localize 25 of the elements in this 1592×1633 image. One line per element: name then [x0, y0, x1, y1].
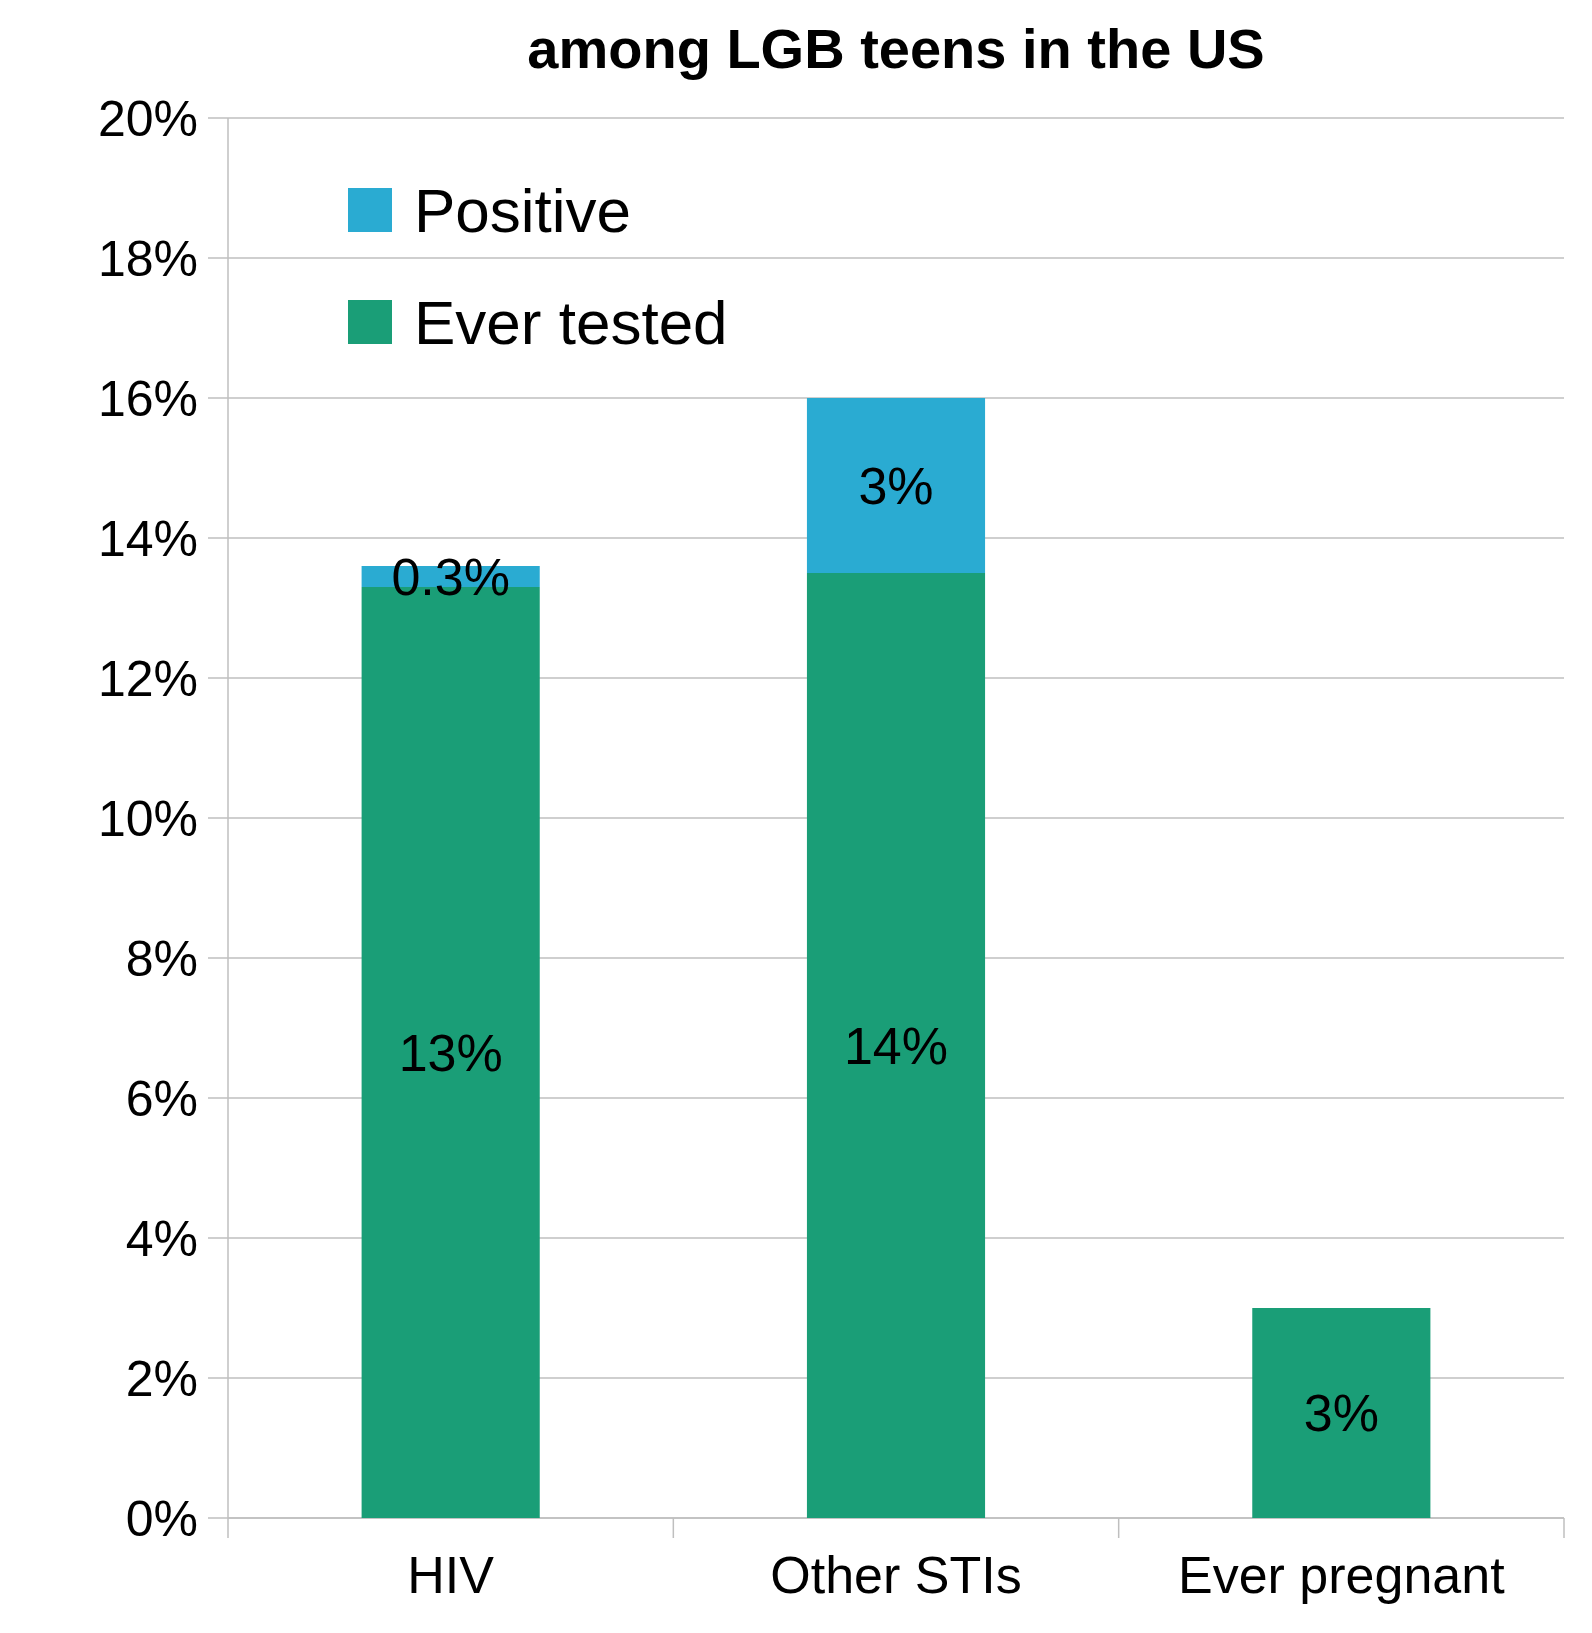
- bar: [1252, 1308, 1431, 1518]
- bar: [806, 398, 986, 573]
- x-tick-label: Other STIs: [770, 1546, 1022, 1604]
- y-tick-label: 20%: [97, 90, 198, 147]
- data-label: 3%: [1303, 1384, 1379, 1443]
- chart-title: among LGB teens in the US: [527, 17, 1265, 80]
- y-tick-label: 8%: [125, 930, 198, 987]
- x-tick-label: HIV: [407, 1546, 495, 1604]
- y-tick-label: 16%: [97, 370, 198, 427]
- y-tick-label: 14%: [97, 510, 198, 567]
- y-tick-label: 0%: [125, 1490, 198, 1547]
- y-tick-label: 18%: [97, 230, 198, 287]
- y-tick-label: 4%: [125, 1210, 198, 1267]
- y-tick-label: 6%: [125, 1070, 198, 1127]
- legend-label: Ever tested: [414, 287, 728, 357]
- bar: [806, 573, 986, 1518]
- legend-label: Positive: [414, 175, 632, 245]
- y-tick-label: 10%: [97, 790, 198, 847]
- data-label: 14%: [843, 1016, 949, 1075]
- y-tick-label: 2%: [125, 1350, 198, 1407]
- data-label: 3%: [858, 456, 934, 515]
- data-label: 13%: [398, 1023, 503, 1082]
- data-label: 0.3%: [391, 547, 510, 606]
- x-tick-label: Ever pregnant: [1178, 1546, 1506, 1604]
- y-tick-label: 12%: [97, 650, 198, 707]
